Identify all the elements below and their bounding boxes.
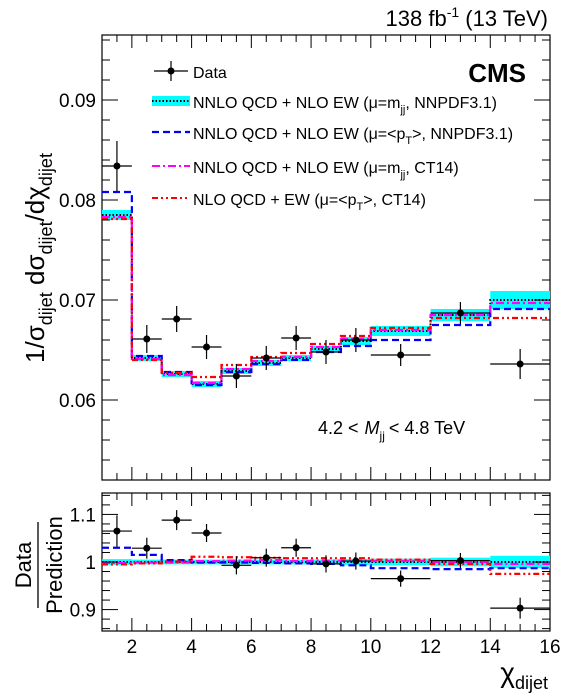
ratio-data-point	[221, 556, 252, 575]
x-tick-label: 14	[480, 637, 502, 658]
main-data-point	[131, 325, 162, 353]
ratio-data-point	[370, 570, 431, 587]
x-tick-label: 8	[306, 637, 317, 658]
x-tick-label: 2	[127, 637, 138, 658]
ratio-ylabel-numerator: Data	[11, 541, 36, 588]
data-marker	[516, 360, 524, 368]
main-prediction-dashdotdot-line	[102, 217, 550, 379]
x-tick-label: 16	[539, 637, 560, 658]
data-marker	[322, 348, 330, 356]
main-data-point	[490, 349, 550, 379]
data-marker	[143, 544, 151, 552]
legend-entry-nlo-pt-ct14: NLO QCD + EW (μ=<pT>, CT14)	[152, 192, 426, 213]
main-y-tick-label: 0.09	[59, 91, 96, 112]
legend-entry-nnlo-pt-nnpdf: NNLO QCD + NLO EW (μ=<pT>, NNPDF3.1)	[152, 126, 513, 147]
ratio-uncertainty-band-bin	[191, 559, 222, 565]
ratio-data-point	[281, 538, 312, 557]
ratio-data-point	[161, 510, 192, 531]
legend-data-marker	[167, 67, 175, 75]
legend-label-3: NNLO QCD + NLO EW (μ=mjj, CT14)	[193, 160, 459, 181]
main-data-point	[191, 335, 222, 359]
ratio-y-tick-label: 1	[85, 553, 96, 574]
main-y-tick-label: 0.06	[59, 391, 96, 412]
main-data-point	[102, 141, 132, 191]
data-marker	[397, 575, 405, 583]
main-data-point	[430, 302, 491, 324]
data-marker	[232, 372, 240, 380]
ratio-data-point	[430, 552, 491, 569]
main-y-tick-label: 0.07	[59, 291, 96, 312]
legend-label-2: NNLO QCD + NLO EW (μ=<pT>, NNPDF3.1)	[193, 126, 513, 147]
x-axis-label: χdijet	[500, 657, 548, 693]
data-marker	[397, 351, 405, 359]
ratio-y-tick-label: 0.9	[70, 601, 96, 622]
data-marker	[203, 529, 211, 537]
ratio-data-point	[311, 555, 341, 573]
legend-entry-data: Data	[154, 61, 227, 82]
ratio-data-point	[340, 552, 371, 570]
ratio-data-point	[191, 523, 222, 543]
data-marker	[262, 354, 270, 362]
main-data-point	[221, 364, 252, 388]
data-marker	[262, 554, 270, 562]
data-marker	[203, 343, 211, 351]
experiment-label: CMS	[468, 58, 526, 88]
data-marker	[292, 334, 300, 342]
main-data-point	[281, 326, 312, 350]
data-marker	[292, 544, 300, 552]
ratio-uncertainty-band-bin	[490, 555, 550, 569]
main-y-tick-label: 0.08	[59, 191, 96, 212]
luminosity-label: 138 fb-1 (13 TeV)	[386, 4, 548, 31]
ratio-uncertainty-band-bin	[131, 559, 162, 565]
legend-label-1: NNLO QCD + NLO EW (μ=mjj, NNPDF3.1)	[193, 95, 497, 116]
legend-entry-nnlo-mjj-ct14: NNLO QCD + NLO EW (μ=mjj, CT14)	[152, 160, 459, 181]
data-marker	[173, 315, 181, 323]
data-marker	[352, 557, 360, 565]
ratio-prediction-dashed-line	[102, 546, 550, 571]
ratio-data-point	[490, 597, 550, 619]
data-marker	[113, 162, 121, 170]
data-marker	[456, 309, 464, 317]
data-marker	[173, 516, 181, 524]
x-tick-label: 6	[246, 637, 257, 658]
main-plot-panel: 0.06 0.07 0.08 0.09	[59, 34, 551, 481]
main-uncertainty-band-bin	[490, 291, 550, 309]
ratio-plot-panel: 2 4 6 8 10 12 14 16 0.9 1 1.1	[70, 492, 561, 658]
main-data-point	[340, 328, 371, 352]
x-tick-label: 10	[360, 637, 381, 658]
mass-range-annotation: 4.2 < Mjj < 4.8 TeV	[318, 418, 465, 443]
x-tick-label: 12	[420, 637, 441, 658]
legend-label-4: NLO QCD + EW (μ=<pT>, CT14)	[193, 192, 426, 213]
data-marker	[232, 561, 240, 569]
data-marker	[352, 336, 360, 344]
legend-data-label: Data	[193, 65, 227, 82]
data-marker	[516, 604, 524, 612]
data-marker	[322, 560, 330, 568]
ratio-ylabel-denominator: Prediction	[42, 516, 67, 614]
x-tick-label: 4	[186, 637, 197, 658]
ratio-data-point	[131, 537, 162, 559]
data-marker	[456, 557, 464, 565]
ratio-data-point	[251, 548, 282, 567]
main-y-axis-label: 1/σdijet dσdijet/dχdijet	[20, 153, 56, 363]
ratio-data-point	[102, 515, 132, 547]
legend-entry-nnlo-mjj-nnpdf: NNLO QCD + NLO EW (μ=mjj, NNPDF3.1)	[152, 95, 497, 116]
main-data-point	[251, 346, 282, 370]
main-data-point	[311, 340, 341, 364]
main-data-point	[370, 344, 431, 366]
ratio-y-axis-label: Data Prediction	[11, 516, 67, 614]
main-uncertainty-band-bin	[131, 355, 162, 361]
main-data-point	[161, 306, 192, 332]
legend: Data NNLO QCD + NLO EW (μ=mjj, NNPDF3.1)…	[152, 61, 513, 213]
data-marker	[113, 527, 121, 535]
ratio-y-tick-label: 1.1	[70, 505, 96, 526]
data-marker	[143, 335, 151, 343]
